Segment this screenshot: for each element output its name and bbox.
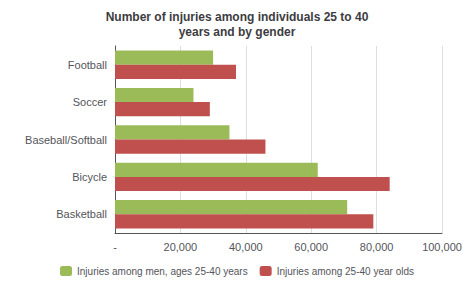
- svg-text:Soccer: Soccer: [73, 96, 108, 108]
- svg-text:Bicycle: Bicycle: [72, 171, 107, 183]
- svg-text:Football: Football: [68, 59, 107, 71]
- svg-text:Basketball: Basketball: [56, 208, 107, 220]
- svg-text:-: -: [113, 241, 117, 253]
- svg-text:80,000: 80,000: [360, 241, 394, 253]
- svg-text:Baseball/Softball: Baseball/Softball: [25, 134, 107, 146]
- svg-text:60,000: 60,000: [294, 241, 328, 253]
- svg-text:Injuries among 25-40 year olds: Injuries among 25-40 year olds: [277, 266, 414, 277]
- svg-text:years and by gender: years and by gender: [179, 25, 296, 39]
- svg-text:Injuries among men, ages 25-40: Injuries among men, ages 25-40 years: [77, 266, 248, 277]
- svg-text:20,000: 20,000: [164, 241, 198, 253]
- svg-text:40,000: 40,000: [229, 241, 263, 253]
- svg-text:Number of injuries among indiv: Number of injuries among individuals 25 …: [106, 10, 369, 24]
- svg-text:100,000: 100,000: [422, 241, 462, 253]
